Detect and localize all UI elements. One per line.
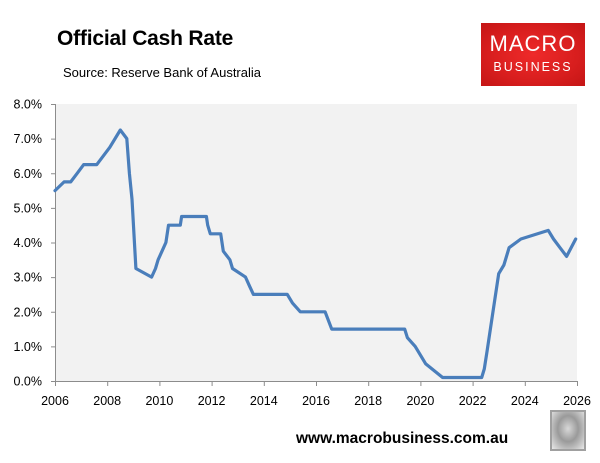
y-tick-label: 7.0%: [14, 132, 43, 146]
x-tick-label: 2008: [93, 394, 121, 408]
website-url[interactable]: www.macrobusiness.com.au: [296, 430, 509, 447]
y-tick-label: 0.0%: [14, 375, 43, 389]
y-tick-label: 6.0%: [14, 167, 43, 181]
x-axis: 2006 2008 2010 2012 2014 2016 2018 2020 2022 2024…: [41, 381, 591, 408]
y-tick-label: 3.0%: [14, 271, 43, 285]
x-tick-label: 2022: [459, 394, 487, 408]
cash-rate-line: [53, 128, 578, 380]
x-tick-label: 2016: [302, 394, 330, 408]
wolf-icon: [550, 410, 586, 451]
x-tick-label: 2018: [354, 394, 382, 408]
logo-line-1: MACRO: [489, 31, 577, 56]
chart-source: Source: Reserve Bank of Australia: [63, 65, 261, 80]
x-tick-label: 2006: [41, 394, 69, 408]
x-tick-label: 2012: [198, 394, 226, 408]
y-tick-label: 8.0%: [14, 98, 43, 112]
chart-title: Official Cash Rate: [57, 27, 234, 50]
y-tick-label: 5.0%: [14, 201, 43, 215]
logo-line-2: BUSINESS: [493, 60, 573, 74]
y-axis: 0.0% 1.0% 2.0% 3.0% 4.0% 5.0% 6.0% 7.0% 8.0%: [14, 98, 56, 389]
x-tick-label: 2020: [406, 394, 434, 408]
y-tick-label: 2.0%: [14, 305, 43, 319]
x-tick-label: 2014: [250, 394, 278, 408]
x-tick-label: 2024: [511, 394, 539, 408]
y-tick-label: 1.0%: [14, 340, 43, 354]
x-tick-label: 2026: [563, 394, 591, 408]
x-tick-label: 2010: [145, 394, 173, 408]
macrobusiness-logo: MACRO BUSINESS: [481, 23, 585, 86]
y-tick-label: 4.0%: [14, 236, 43, 250]
